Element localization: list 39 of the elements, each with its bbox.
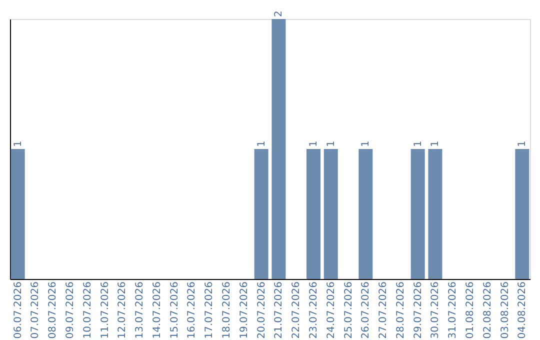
x-tick-label: 26.07.2026: [360, 282, 372, 339]
x-tick-label: 24.07.2026: [326, 282, 337, 339]
x-tick-label: 01.08.2026: [465, 282, 476, 339]
x-tick-label: 22.07.2026: [291, 282, 302, 339]
x-tick-label: 17.07.2026: [204, 282, 216, 339]
x-tick-label: 28.07.2026: [395, 282, 406, 339]
data-label: 1: [12, 140, 24, 147]
x-tick-label: 18.07.2026: [222, 282, 233, 339]
x-tick-label: 04.08.2026: [517, 282, 528, 339]
data-label: 1: [326, 140, 337, 147]
x-tick-label: 19.07.2026: [238, 282, 250, 339]
data-label: 1: [412, 140, 424, 147]
x-tick-label: 02.08.2026: [482, 282, 494, 339]
x-tick-label: 25.07.2026: [343, 282, 354, 339]
x-tick-label: 07.07.2026: [30, 282, 42, 339]
x-tick-label: 06.07.2026: [12, 282, 24, 339]
x-tick-label: 11.07.2026: [100, 282, 111, 339]
data-label: 1: [430, 140, 442, 147]
data-label: 2: [274, 10, 285, 17]
x-tick-label: 16.07.2026: [186, 282, 198, 339]
data-label: 1: [360, 140, 372, 147]
x-tick-label: 08.07.2026: [48, 282, 59, 339]
x-tick-label: 30.07.2026: [430, 282, 442, 339]
x-tick-label: 13.07.2026: [134, 282, 146, 339]
data-label: 1: [308, 140, 320, 147]
x-tick-label: 31.07.2026: [448, 282, 459, 339]
x-tick-label: 23.07.2026: [308, 282, 320, 339]
x-tick-label: 29.07.2026: [412, 282, 424, 339]
x-tick-label: 14.07.2026: [152, 282, 163, 339]
x-tick-label: 03.08.2026: [500, 282, 511, 339]
x-tick-label: 15.07.2026: [169, 282, 180, 339]
x-tick-label: 21.07.2026: [274, 282, 285, 339]
x-tick-label: 10.07.2026: [82, 282, 94, 339]
x-tick-label: 20.07.2026: [256, 282, 268, 339]
data-label: 1: [517, 140, 528, 147]
x-tick-label: 12.07.2026: [117, 282, 128, 339]
data-label: 1: [256, 140, 268, 147]
x-tick-label: 27.07.2026: [378, 282, 390, 339]
x-tick-label: 09.07.2026: [65, 282, 76, 339]
